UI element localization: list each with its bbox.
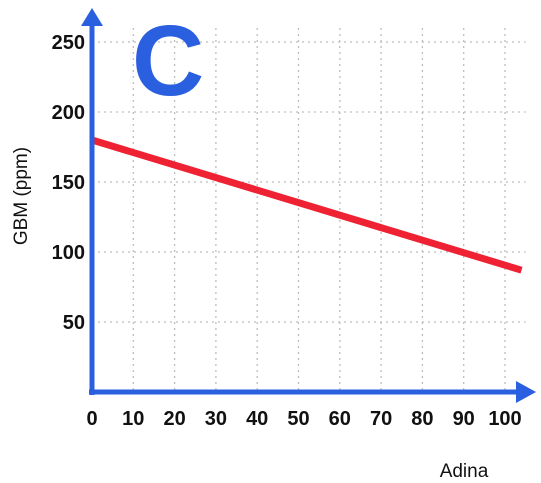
x-axis-title: Adina	[440, 461, 489, 482]
y-axis-title: GBM (ppm)	[11, 147, 32, 245]
x-tick-label: 50	[287, 408, 309, 430]
x-tick-label: 40	[246, 408, 268, 430]
x-tick-label: 10	[122, 408, 144, 430]
x-tick-label: 20	[163, 408, 185, 430]
x-axis-arrow-icon	[516, 381, 536, 403]
axes	[81, 8, 536, 403]
x-tick-label: 70	[370, 408, 392, 430]
series-layer	[90, 136, 523, 274]
x-tick-label: 80	[411, 408, 433, 430]
x-tick-label: 100	[488, 408, 521, 430]
x-tick-label: 60	[329, 408, 351, 430]
y-tick-label: 200	[52, 102, 85, 124]
y-axis-arrow-icon	[81, 8, 103, 26]
series-line	[90, 136, 523, 274]
grid	[92, 28, 526, 392]
y-tick-label: 100	[52, 242, 85, 264]
y-tick-label: 50	[63, 312, 85, 334]
panel-label: C	[132, 5, 204, 117]
y-tick-label: 150	[52, 172, 85, 194]
x-tick-labels: 0 10 20 30 40 50 60 70 80 90 100	[86, 408, 521, 430]
x-tick-label: 0	[86, 408, 97, 430]
x-tick-label: 30	[205, 408, 227, 430]
y-tick-label: 250	[52, 32, 85, 54]
y-tick-labels: 50 100 150 200 250	[52, 32, 85, 334]
x-tick-label: 90	[453, 408, 475, 430]
